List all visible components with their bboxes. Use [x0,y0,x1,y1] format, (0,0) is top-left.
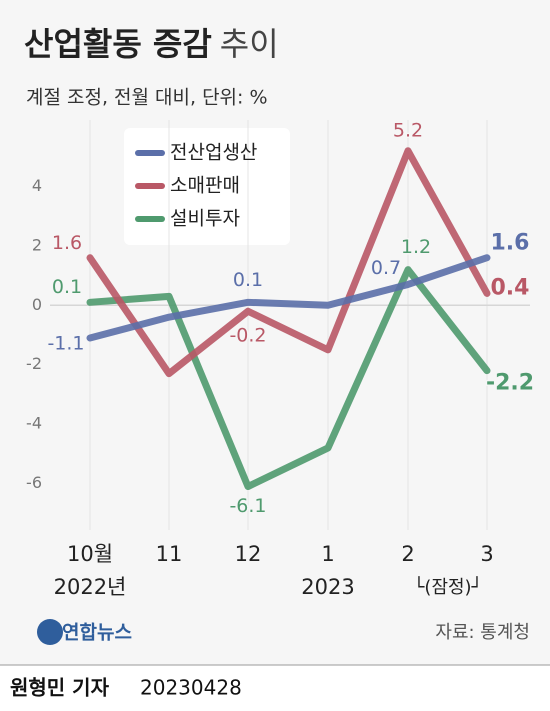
y-tick-label: -2 [26,354,42,373]
x-group-label: 2022년 [54,575,127,599]
y-tick-label: 2 [32,235,42,254]
byline: 원형민 기자 [10,676,110,700]
value-label: 1.6 [52,232,82,254]
value-label: -1.1 [47,332,84,354]
y-tick-label: 4 [32,176,42,195]
x-tick-label: 12 [235,542,262,566]
logo-icon [37,619,63,645]
x-tick-label: 3 [480,542,493,566]
legend-label: 전산업생산 [170,142,257,164]
series-line [86,266,491,491]
y-tick-label: 0 [32,295,42,314]
legend-label: 소매판매 [170,175,240,197]
chart-title-main: 산업활동 증감 [24,25,212,63]
legend-label: 설비투자 [170,208,240,230]
value-label: 1.6 [491,231,530,256]
y-tick-label: -6 [26,473,42,492]
value-label: 0.4 [491,275,530,300]
series-line [86,254,491,342]
logo: 연합뉴스 [62,622,132,644]
x-tick-label: 1 [321,542,334,566]
chart-title-suffix: 추이 [220,25,279,63]
value-label: 0.1 [52,276,82,298]
series-line [86,147,491,378]
x-group-label: 2023 [301,575,354,599]
chart-title: 산업활동 증감 추이 [24,25,279,63]
subtitle: 계절 조정, 전월 대비, 단위: % [26,87,268,109]
x-tick-label: 11 [156,542,183,566]
value-label: -0.2 [229,325,266,347]
y-tick-label: -4 [26,414,42,433]
value-label: 5.2 [393,119,423,141]
x-tick-label: 2 [401,542,414,566]
x-group-label: └(잠정)┘ [414,576,483,598]
source: 자료: 통계청 [435,622,530,643]
value-label: 1.2 [401,236,431,258]
date: 20230428 [140,676,242,700]
value-label: -2.2 [486,371,534,396]
value-label: 0.7 [371,257,401,279]
value-label: 0.1 [233,269,263,291]
value-label: -6.1 [229,495,266,517]
x-tick-label: 10월 [67,542,113,566]
